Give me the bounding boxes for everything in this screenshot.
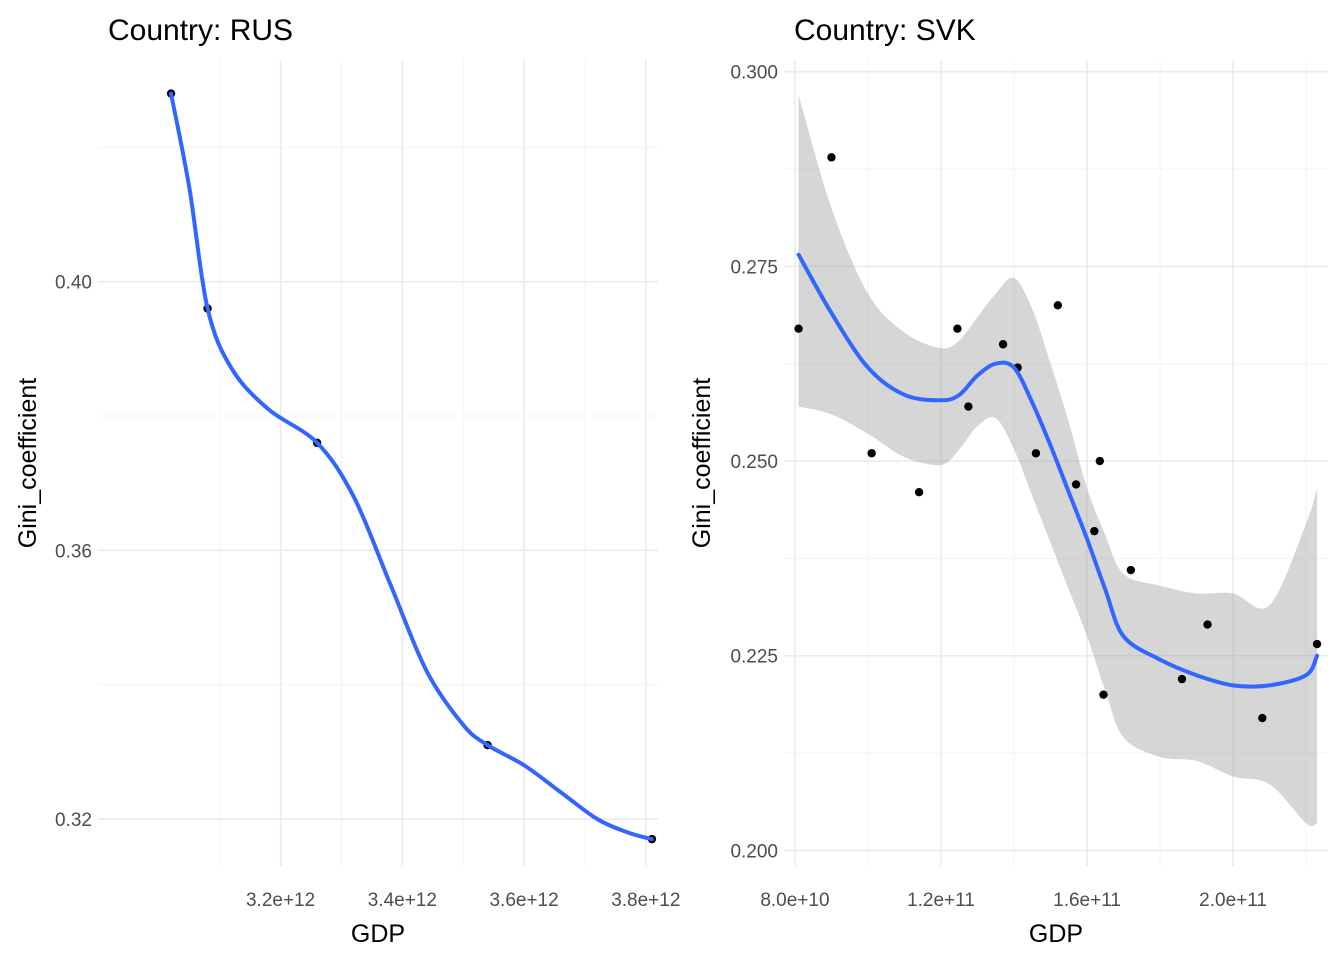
smooth-line <box>796 252 1320 689</box>
data-point <box>1312 639 1322 649</box>
data-point <box>1258 713 1267 723</box>
data-point <box>1090 526 1099 536</box>
data-point <box>827 153 836 162</box>
x-tick-label: 1.6e+11 <box>1053 890 1121 911</box>
data-point <box>1203 620 1212 629</box>
y-tick-label: 0.200 <box>730 841 778 862</box>
y-tick-label: 0.32 <box>55 810 92 831</box>
y-tick-label: 0.36 <box>55 541 92 562</box>
panel-title: Country: SVK <box>794 14 976 47</box>
y-axis-label: Gini_coefficient <box>688 378 716 549</box>
y-tick-label: 0.300 <box>730 63 778 84</box>
smooth-line <box>169 91 654 842</box>
data-point <box>1177 674 1187 684</box>
data-point <box>1095 456 1105 466</box>
panel-1: 3.2e+12 3.4e+12 3.6e+12 3.8e+12 0.32 0.36 0.40… <box>14 14 680 948</box>
y-axis-label: Gini_coefficient <box>14 378 42 549</box>
data-point <box>1053 301 1063 310</box>
x-tick-label: 3.2e+12 <box>246 890 315 911</box>
data-point <box>1031 449 1041 458</box>
x-tick-label: 3.8e+12 <box>611 890 680 911</box>
y-tick-label: 0.250 <box>730 452 778 473</box>
panel-2: 8.0e+10 1.2e+11 1.6e+11 2.0e+11 0.200 0.225 0.… <box>688 14 1328 948</box>
x-tick-label: 3.6e+12 <box>489 890 558 911</box>
panel-title: Country: RUS <box>108 14 293 47</box>
data-point <box>964 402 973 411</box>
x-tick-label: 2.0e+11 <box>1199 890 1267 911</box>
y-tick-label: 0.40 <box>55 273 92 294</box>
data-point <box>1126 565 1136 575</box>
x-tick-label: 3.4e+12 <box>368 890 437 911</box>
y-tick-label: 0.275 <box>730 257 778 278</box>
data-point <box>867 449 876 458</box>
x-tick-label: 1.2e+11 <box>907 890 975 911</box>
data-point <box>1071 480 1081 489</box>
x-axis-label: GDP <box>1029 920 1083 948</box>
data-point <box>794 324 803 333</box>
x-axis-label: GDP <box>351 920 405 948</box>
data-point <box>953 324 962 333</box>
y-tick-label: 0.225 <box>730 647 778 668</box>
data-point <box>1099 690 1108 699</box>
data-point <box>914 488 924 497</box>
data-point <box>998 340 1008 349</box>
x-tick-label: 8.0e+10 <box>760 890 829 911</box>
